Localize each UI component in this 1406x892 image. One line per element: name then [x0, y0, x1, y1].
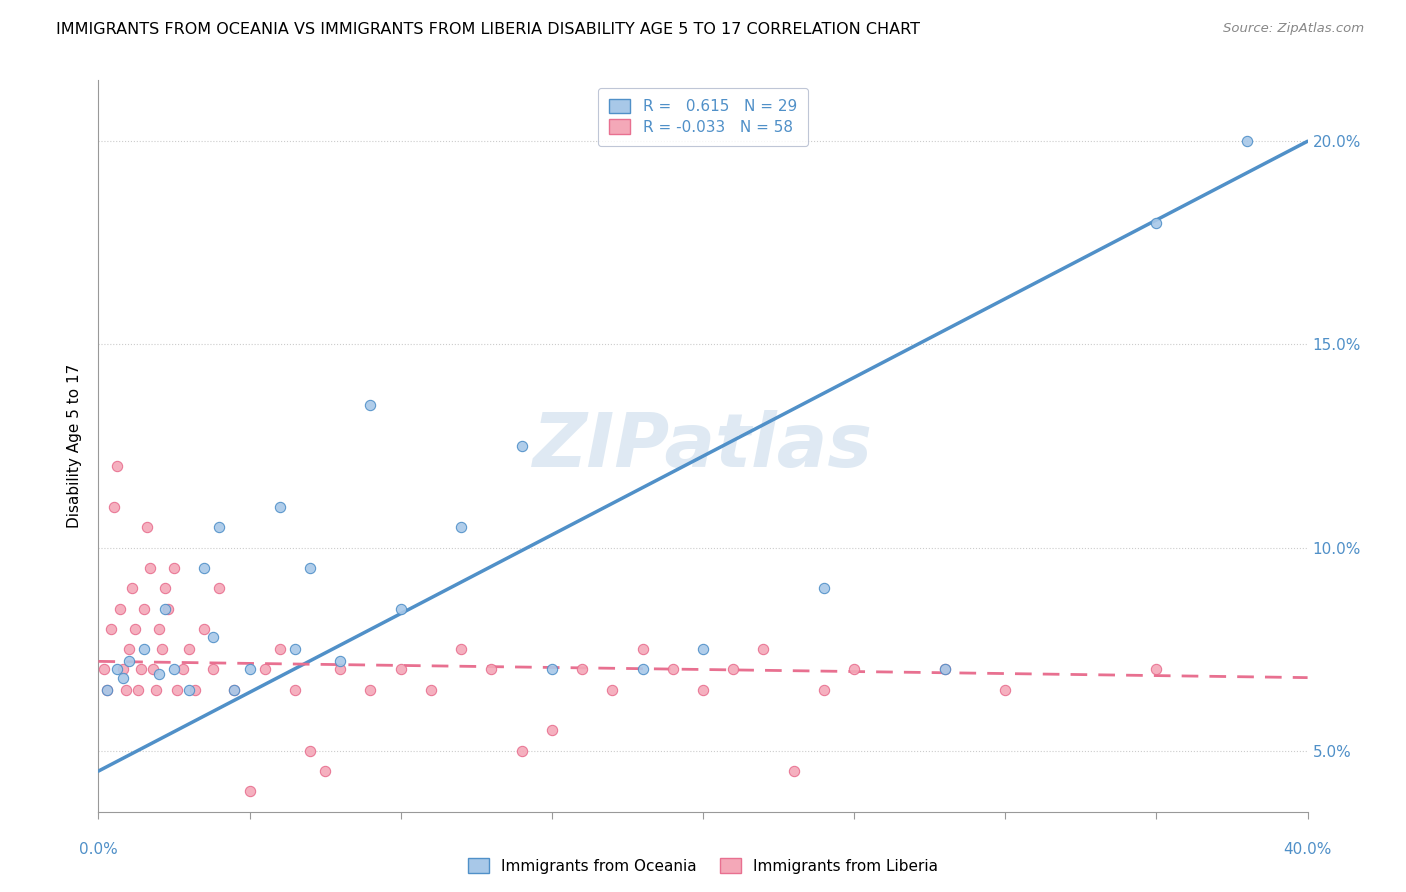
Y-axis label: Disability Age 5 to 17: Disability Age 5 to 17 — [67, 364, 83, 528]
Point — [661, 663, 683, 677]
Point — [153, 581, 176, 595]
Point — [96, 682, 118, 697]
Point — [360, 682, 382, 697]
Point — [934, 663, 956, 677]
Point — [269, 500, 291, 514]
Point — [239, 784, 262, 798]
Point — [118, 654, 141, 668]
Text: 0.0%: 0.0% — [79, 842, 118, 857]
Point — [202, 663, 225, 677]
Point — [150, 642, 173, 657]
Point — [692, 642, 714, 657]
Point — [692, 682, 714, 697]
Point — [208, 520, 231, 534]
Point — [1146, 663, 1168, 677]
Point — [148, 622, 170, 636]
Point — [481, 663, 503, 677]
Point — [284, 682, 307, 697]
Point — [105, 663, 128, 677]
Point — [114, 682, 136, 697]
Point — [179, 682, 201, 697]
Point — [389, 663, 412, 677]
Point — [153, 601, 176, 615]
Point — [193, 622, 215, 636]
Point — [314, 764, 336, 778]
Legend: Immigrants from Oceania, Immigrants from Liberia: Immigrants from Oceania, Immigrants from… — [461, 852, 945, 880]
Point — [193, 561, 215, 575]
Point — [163, 663, 186, 677]
Point — [450, 520, 472, 534]
Point — [540, 723, 562, 738]
Point — [329, 654, 352, 668]
Point — [571, 663, 593, 677]
Point — [172, 663, 194, 677]
Point — [121, 581, 143, 595]
Point — [813, 581, 835, 595]
Point — [631, 663, 654, 677]
Point — [103, 500, 125, 514]
Point — [135, 520, 157, 534]
Point — [420, 682, 443, 697]
Point — [934, 663, 956, 677]
Point — [163, 561, 186, 575]
Point — [269, 642, 291, 657]
Point — [127, 682, 149, 697]
Point — [179, 642, 201, 657]
Point — [145, 682, 167, 697]
Point — [100, 622, 122, 636]
Point — [224, 682, 246, 697]
Point — [105, 459, 128, 474]
Point — [844, 663, 866, 677]
Text: ZIPatlas: ZIPatlas — [533, 409, 873, 483]
Point — [156, 601, 179, 615]
Point — [299, 561, 322, 575]
Point — [124, 622, 146, 636]
Point — [166, 682, 188, 697]
Point — [450, 642, 472, 657]
Point — [752, 642, 775, 657]
Point — [1146, 215, 1168, 229]
Point — [299, 744, 322, 758]
Legend: R =   0.615   N = 29, R = -0.033   N = 58: R = 0.615 N = 29, R = -0.033 N = 58 — [599, 88, 807, 145]
Point — [602, 682, 624, 697]
Point — [540, 663, 562, 677]
Point — [148, 666, 170, 681]
Point — [142, 663, 165, 677]
Point — [111, 663, 134, 677]
Point — [813, 682, 835, 697]
Point — [284, 642, 307, 657]
Point — [184, 682, 207, 697]
Text: Source: ZipAtlas.com: Source: ZipAtlas.com — [1223, 22, 1364, 36]
Point — [329, 663, 352, 677]
Point — [132, 601, 155, 615]
Point — [96, 682, 118, 697]
Point — [224, 682, 246, 697]
Point — [783, 764, 806, 778]
Point — [253, 663, 276, 677]
Text: IMMIGRANTS FROM OCEANIA VS IMMIGRANTS FROM LIBERIA DISABILITY AGE 5 TO 17 CORREL: IMMIGRANTS FROM OCEANIA VS IMMIGRANTS FR… — [56, 22, 921, 37]
Point — [132, 642, 155, 657]
Point — [360, 398, 382, 412]
Point — [129, 663, 152, 677]
Point — [108, 601, 131, 615]
Text: 40.0%: 40.0% — [1284, 842, 1331, 857]
Point — [239, 663, 262, 677]
Point — [631, 642, 654, 657]
Point — [202, 630, 225, 644]
Point — [208, 581, 231, 595]
Point — [1236, 134, 1258, 148]
Point — [111, 671, 134, 685]
Point — [723, 663, 745, 677]
Point — [118, 642, 141, 657]
Point — [994, 682, 1017, 697]
Point — [93, 663, 115, 677]
Point — [510, 744, 533, 758]
Point — [139, 561, 162, 575]
Point — [510, 439, 533, 453]
Point — [389, 601, 412, 615]
